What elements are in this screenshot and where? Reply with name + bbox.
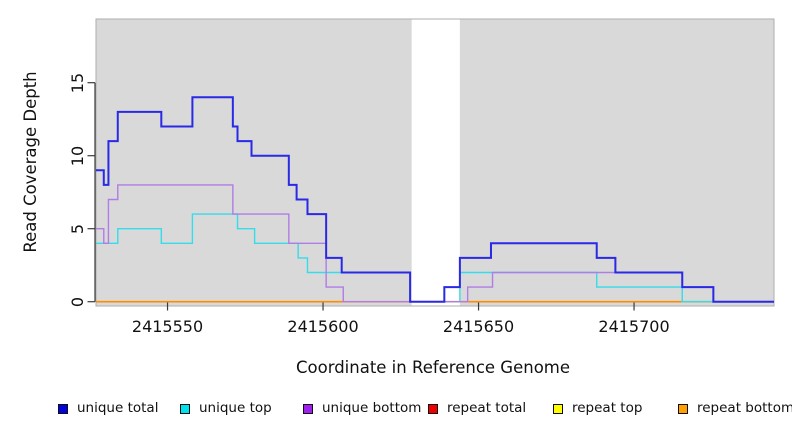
legend-label: repeat total xyxy=(447,400,527,416)
x-tick-label-2415550: 2415550 xyxy=(131,317,204,336)
legend-swatch-unique-bottom xyxy=(303,404,313,414)
y-tick-label-15: 15 xyxy=(68,72,87,93)
y-tick-label-5: 5 xyxy=(68,223,87,234)
series-line-unique-top xyxy=(96,213,774,303)
y-tick-label-10: 10 xyxy=(68,145,87,166)
legend: unique total unique top unique bottom repea… xyxy=(0,399,792,419)
legend-label: unique top xyxy=(199,400,272,416)
legend-swatch-unique-top xyxy=(180,404,190,414)
series-line-unique-total xyxy=(96,96,774,303)
x-tick-label-2415600: 2415600 xyxy=(287,317,359,336)
masked-gap-band xyxy=(411,19,460,306)
legend-swatch-repeat-top xyxy=(553,404,563,414)
legend-label: repeat bottom xyxy=(697,400,792,416)
legend-label: unique bottom xyxy=(322,400,422,416)
legend-swatch-repeat-bottom xyxy=(678,404,688,414)
legend-swatch-repeat-total xyxy=(428,404,438,414)
x-axis-title: Coordinate in Reference Genome xyxy=(295,358,571,377)
legend-label: repeat top xyxy=(572,400,643,416)
y-tick-label-0: 0 xyxy=(68,296,87,307)
x-tick-label-2415650: 2415650 xyxy=(442,317,515,336)
legend-swatch-unique-total xyxy=(58,404,68,414)
x-tick-label-2415700: 2415700 xyxy=(598,317,670,336)
y-axis-title: Read Coverage Depth xyxy=(21,71,40,253)
plot-panel-border xyxy=(95,18,775,307)
legend-label: unique total xyxy=(77,400,159,416)
